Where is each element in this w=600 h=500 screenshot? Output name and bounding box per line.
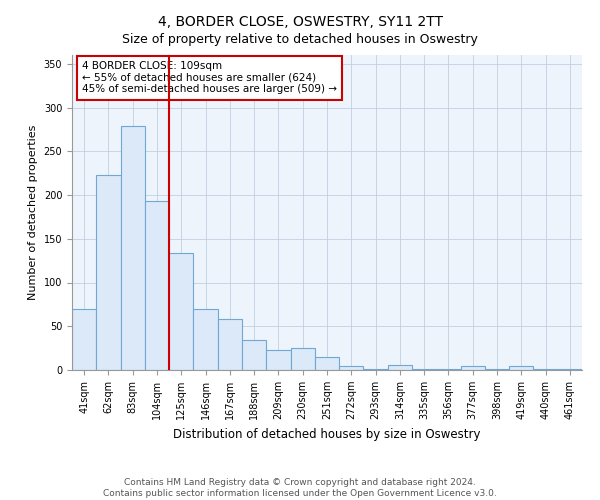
Bar — [145, 201, 169, 370]
Bar — [509, 366, 533, 370]
Bar — [364, 369, 388, 370]
Bar — [96, 175, 121, 370]
Bar — [412, 369, 436, 370]
Bar — [388, 365, 412, 370]
Text: 4, BORDER CLOSE, OSWESTRY, SY11 2TT: 4, BORDER CLOSE, OSWESTRY, SY11 2TT — [157, 15, 443, 29]
Bar — [315, 357, 339, 370]
Text: 4 BORDER CLOSE: 109sqm
← 55% of detached houses are smaller (624)
45% of semi-de: 4 BORDER CLOSE: 109sqm ← 55% of detached… — [82, 62, 337, 94]
Bar — [533, 369, 558, 370]
Text: Contains HM Land Registry data © Crown copyright and database right 2024.
Contai: Contains HM Land Registry data © Crown c… — [103, 478, 497, 498]
Bar — [290, 348, 315, 370]
Bar — [461, 366, 485, 370]
Bar — [266, 350, 290, 370]
Bar — [121, 126, 145, 370]
Bar — [558, 369, 582, 370]
Bar — [485, 369, 509, 370]
Bar — [193, 308, 218, 370]
Bar — [436, 369, 461, 370]
X-axis label: Distribution of detached houses by size in Oswestry: Distribution of detached houses by size … — [173, 428, 481, 440]
Bar — [72, 308, 96, 370]
Bar — [169, 253, 193, 370]
Bar — [339, 366, 364, 370]
Text: Size of property relative to detached houses in Oswestry: Size of property relative to detached ho… — [122, 32, 478, 46]
Y-axis label: Number of detached properties: Number of detached properties — [28, 125, 38, 300]
Bar — [242, 340, 266, 370]
Bar — [218, 320, 242, 370]
